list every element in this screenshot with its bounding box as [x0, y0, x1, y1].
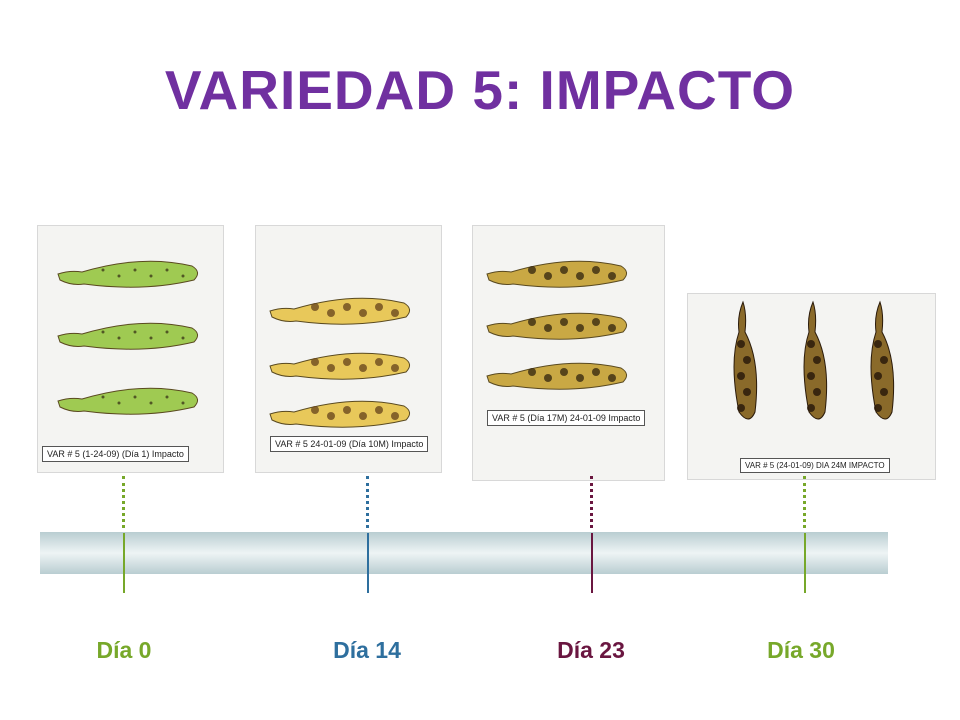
day-label-0: Día 0 [96, 637, 152, 663]
photo-day-30: VAR # 5 (24-01-09) DIA 24M IMPACTO [687, 293, 936, 480]
banana [269, 352, 410, 380]
banana [486, 362, 627, 390]
banana-illustration [269, 297, 410, 428]
photo-day-23: VAR # 5 (Día 17M) 24-01-09 Impacto [472, 225, 665, 481]
banana [803, 300, 828, 420]
photo-label: VAR # 5 (24-01-09) DIA 24M IMPACTO [740, 458, 890, 473]
banana [486, 312, 627, 340]
marker-dotted-line [803, 476, 806, 528]
day-label-30: Día 30 [767, 637, 835, 663]
slide-title: VARIEDAD 5: IMPACTO [164, 59, 796, 121]
banana-illustration [57, 260, 198, 415]
banana [269, 400, 410, 428]
marker-tick [804, 533, 806, 593]
day-label-23: Día 23 [557, 637, 625, 663]
photo-label: VAR # 5 (Día 17M) 24-01-09 Impacto [487, 410, 646, 426]
day-label-14: Día 14 [333, 637, 401, 663]
photo-day-14: VAR # 5 24-01-09 (Día 10M) Impacto [255, 225, 442, 473]
banana [870, 300, 895, 420]
banana [486, 260, 627, 288]
banana [733, 300, 758, 420]
marker-tick [367, 533, 369, 593]
banana [269, 297, 410, 325]
banana-illustration [486, 260, 627, 390]
banana [57, 387, 198, 415]
marker-tick [123, 533, 125, 593]
timeline-bar [40, 532, 888, 574]
banana-illustration [733, 300, 895, 420]
marker-dotted-line [366, 476, 369, 528]
photo-label: VAR # 5 24-01-09 (Día 10M) Impacto [270, 436, 429, 452]
marker-dotted-line [590, 476, 593, 528]
photo-day-0: VAR # 5 (1-24-09) (Día 1) Impacto [37, 225, 224, 473]
banana [57, 322, 198, 350]
photo-label: VAR # 5 (1-24-09) (Día 1) Impacto [42, 446, 189, 462]
banana [57, 260, 198, 288]
marker-dotted-line [122, 476, 125, 528]
marker-tick [591, 533, 593, 593]
